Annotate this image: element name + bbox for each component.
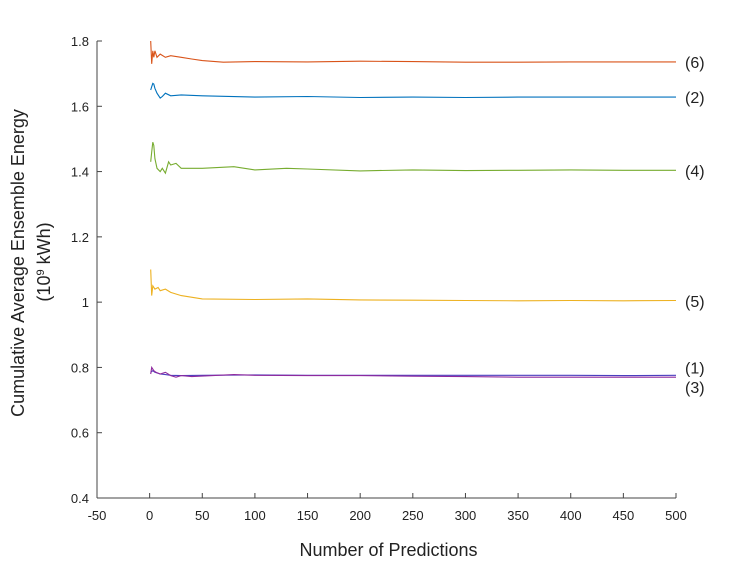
x-tick-label: 0 [146,508,153,523]
y-axis-title-line2: (109 kWh) [34,222,54,301]
y-axis-title-exponent: 9 [35,269,47,275]
series-end-label: (1) [685,360,705,377]
series-lines [150,40,677,378]
x-tick-label: 400 [560,508,582,523]
series-end-label: (3) [685,380,705,397]
x-tick-label: 50 [195,508,209,523]
y-tick-label: 1 [82,295,89,310]
y-tick-label: 0.8 [71,360,89,375]
x-axis-ticks: -50 0 50 100 150 200 250 300 350 400 450 500 [88,493,687,523]
y-axis-ticks: 0.4 0.6 0.8 1 1.2 1.4 1.6 1.8 [71,34,102,506]
x-tick-label: 100 [244,508,266,523]
x-tick-label: 450 [613,508,635,523]
series-end-label: (5) [685,294,705,311]
series-line [150,142,676,175]
y-tick-label: 1.8 [71,34,89,49]
y-tick-label: 0.6 [71,426,89,441]
y-axis-title-prefix: (10 [34,276,54,302]
series-end-label: (2) [685,90,705,107]
x-tick-label: 200 [349,508,371,523]
series-line [150,269,677,302]
y-axis-title: Cumulative Average Ensemble Energy (109 … [8,109,54,417]
axes [96,41,676,499]
series-end-labels: (6) (2) (4) (5) (1) (3) [685,55,705,397]
y-tick-label: 1.2 [71,230,89,245]
x-tick-label: 350 [507,508,529,523]
series-line [150,82,676,99]
y-tick-label: 1.6 [71,99,89,114]
y-axis-title-line1: Cumulative Average Ensemble Energy [8,109,28,417]
y-tick-label: 1.4 [71,165,89,180]
x-tick-label: 500 [665,508,687,523]
y-tick-label: 0.4 [71,491,89,506]
series-line [150,365,676,378]
x-tick-label: -50 [88,508,107,523]
x-tick-label: 300 [455,508,477,523]
series-end-label: (6) [685,55,705,72]
series-line [150,40,676,64]
series-end-label: (4) [685,163,705,180]
y-axis-title-suffix: kWh) [34,222,54,269]
x-axis-title: Number of Predictions [299,540,477,560]
x-tick-label: 150 [297,508,319,523]
x-tick-label: 250 [402,508,424,523]
